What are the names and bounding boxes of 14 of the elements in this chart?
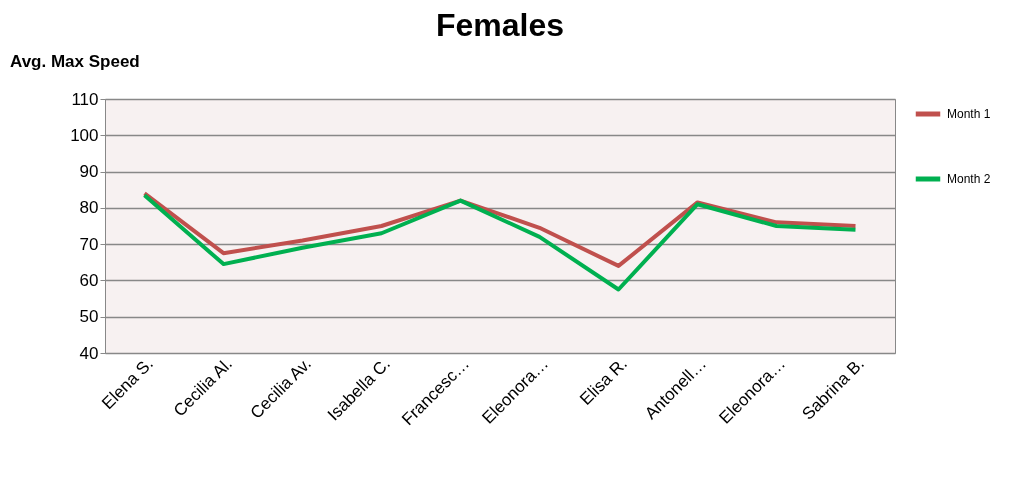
y-axis-title: Avg. Max Speed: [10, 52, 140, 71]
y-tick-label: 70: [79, 234, 99, 254]
chart-title: Females: [435, 7, 565, 43]
y-tick-label: 110: [71, 89, 99, 109]
line-series: [142, 191, 858, 268]
y-tick-label: 80: [79, 198, 99, 218]
y-tick-label: 100: [70, 125, 99, 145]
legend-label: Month 1: [947, 107, 991, 121]
legend-label: Month 2: [947, 172, 991, 186]
y-tick-label: 90: [79, 162, 99, 182]
line-series: [142, 193, 858, 292]
y-tick-label: 60: [79, 270, 99, 290]
y-tick-label: 40: [79, 343, 99, 363]
y-tick-label: 50: [79, 307, 99, 327]
